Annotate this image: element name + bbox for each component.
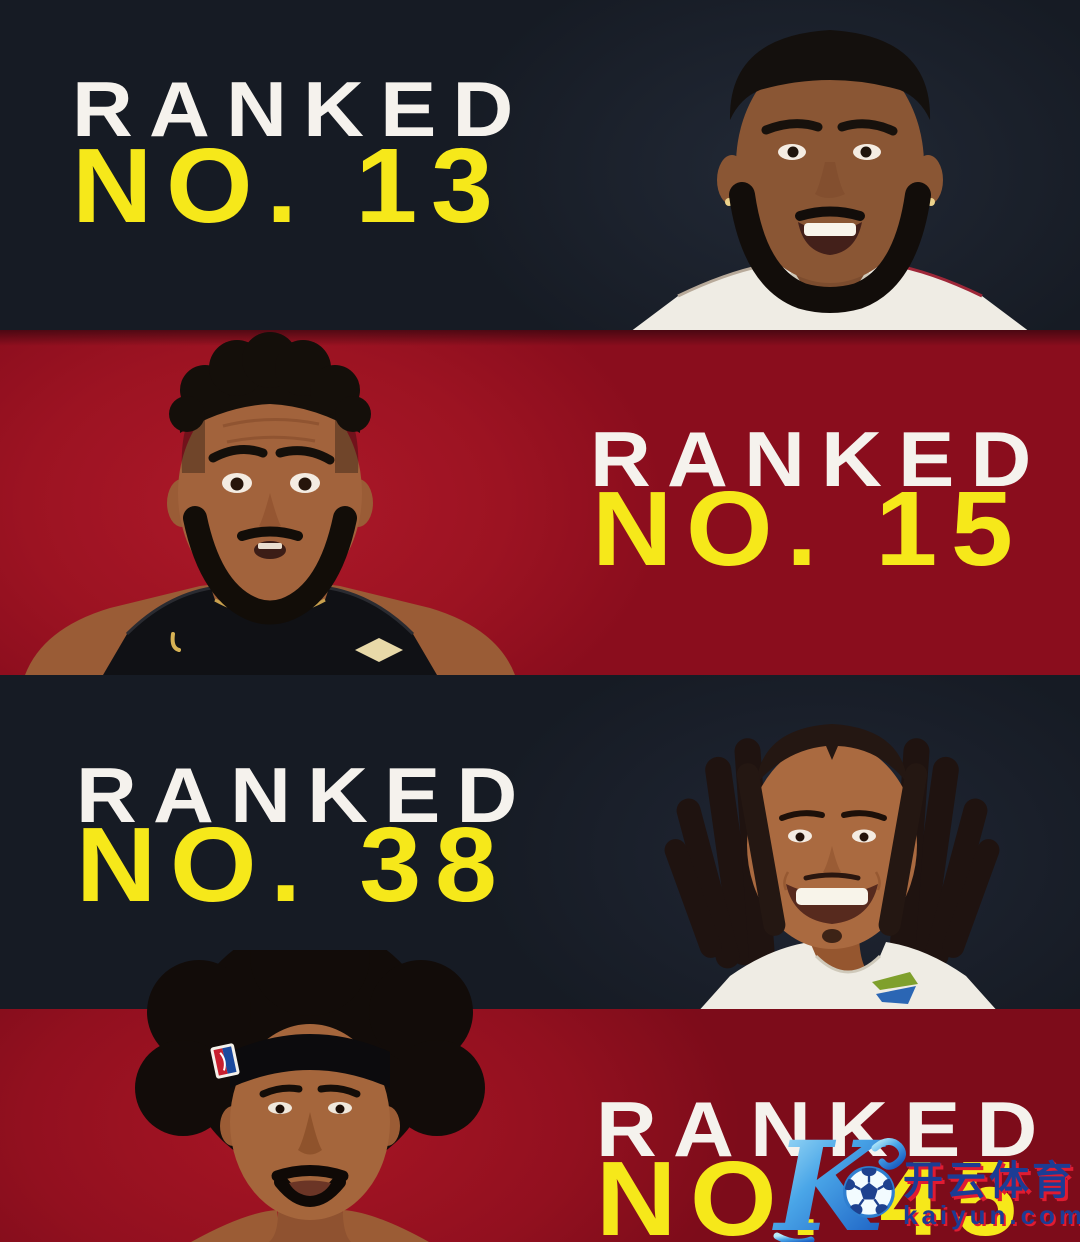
watermark-domain: kaiyun.com	[903, 1200, 1080, 1230]
jersey-chest-logo	[872, 972, 918, 990]
jersey-diamond-logo	[355, 638, 403, 662]
watermark: K 开云体育 kaiy	[757, 1112, 1080, 1242]
player-3-portrait	[664, 724, 1000, 1014]
player-1-portrait	[622, 30, 1038, 338]
nba-logo-icon	[210, 1043, 240, 1079]
ranked-label-3: RANKED	[76, 751, 534, 839]
player-photo-2	[25, 332, 515, 675]
watermark-cn-text: 开云体育	[903, 1159, 1075, 1203]
rank-number-1: NO. 13	[72, 127, 507, 245]
player-2-portrait	[25, 332, 515, 675]
ranked-label-2: RANKED	[590, 415, 1048, 503]
player-photo-4	[135, 950, 485, 1242]
player-photo-3	[664, 724, 1000, 1014]
rank-number-4: NO. 45	[596, 1140, 1031, 1242]
soccer-ball-icon	[843, 1166, 895, 1218]
player-photo-1	[622, 30, 1038, 338]
ranked-label-4: RANKED	[596, 1085, 1054, 1173]
rank-number-2: NO. 15	[592, 470, 1027, 588]
player-4-portrait	[135, 950, 485, 1242]
ranked-label-1: RANKED	[72, 65, 530, 153]
rank-number-3: NO. 38	[76, 806, 511, 924]
